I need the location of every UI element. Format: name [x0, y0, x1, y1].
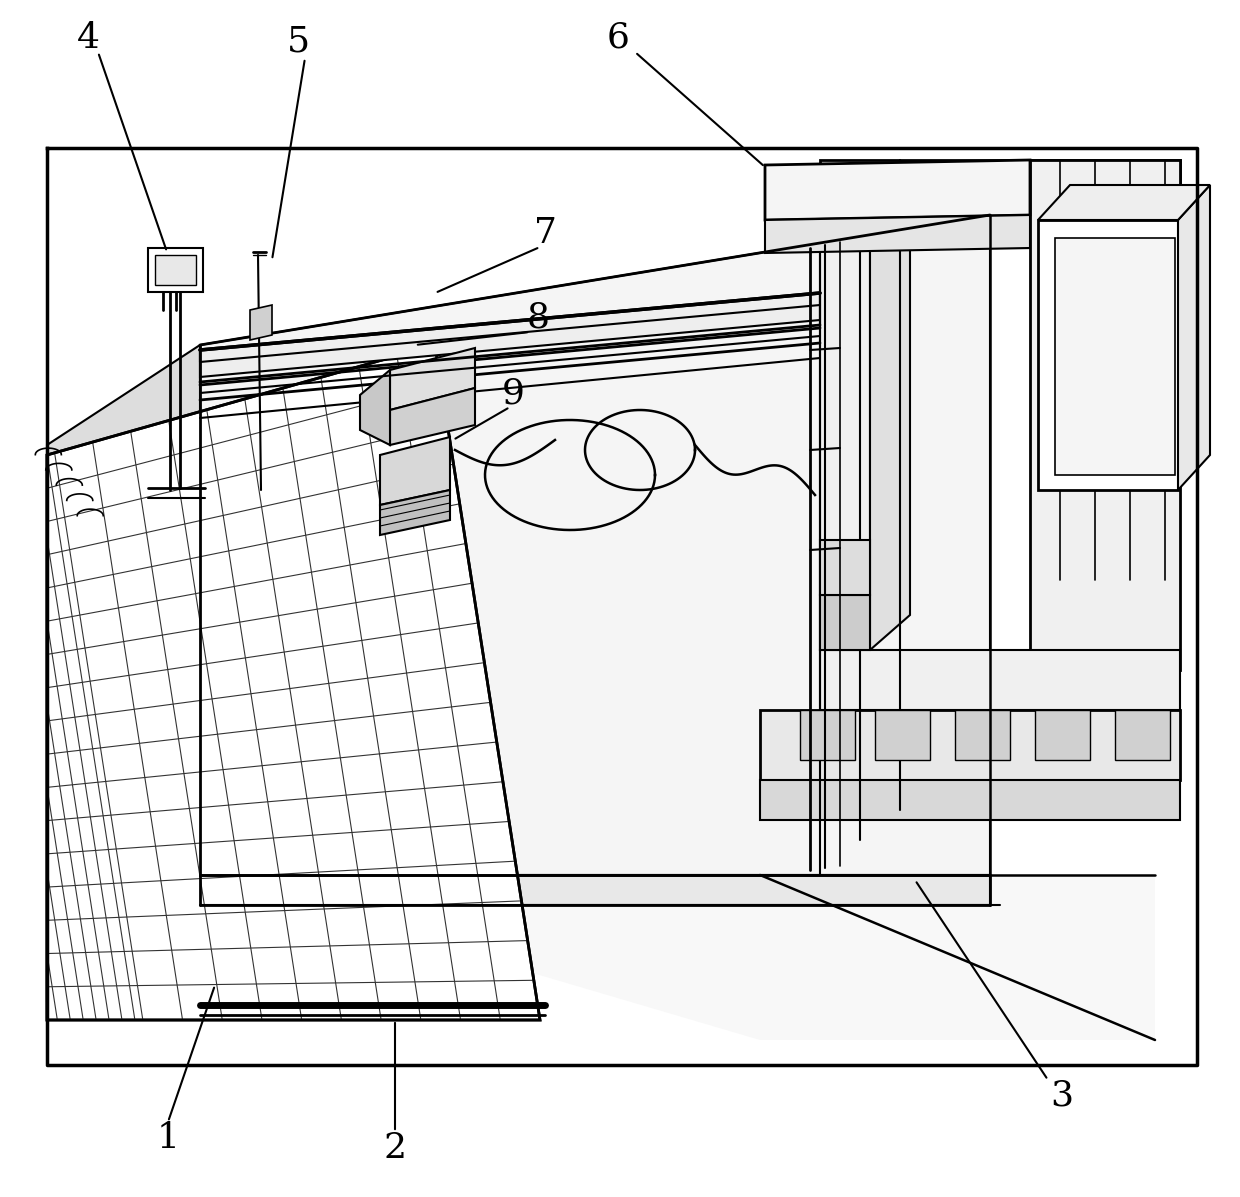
Polygon shape [391, 388, 475, 445]
Text: 9: 9 [501, 376, 525, 411]
Polygon shape [1055, 238, 1176, 475]
Polygon shape [200, 875, 990, 905]
Polygon shape [200, 215, 990, 875]
Polygon shape [760, 780, 1180, 820]
Polygon shape [250, 305, 272, 340]
Polygon shape [200, 875, 1154, 1040]
Text: 4: 4 [77, 22, 99, 55]
Polygon shape [47, 345, 539, 1020]
Polygon shape [870, 175, 910, 650]
Polygon shape [765, 215, 1030, 253]
Polygon shape [148, 248, 203, 292]
Polygon shape [820, 595, 870, 650]
Text: 3: 3 [1050, 1078, 1074, 1112]
Text: 1: 1 [156, 1122, 180, 1155]
Polygon shape [820, 540, 870, 595]
Polygon shape [820, 215, 870, 650]
Polygon shape [1035, 710, 1090, 760]
Polygon shape [820, 215, 1180, 248]
Polygon shape [47, 875, 200, 999]
Polygon shape [155, 255, 196, 285]
Polygon shape [200, 293, 820, 377]
Polygon shape [47, 345, 200, 970]
Text: 2: 2 [383, 1131, 407, 1165]
Text: 7: 7 [533, 215, 557, 250]
Polygon shape [1178, 186, 1210, 490]
Polygon shape [765, 160, 1030, 220]
Polygon shape [820, 650, 1180, 710]
Polygon shape [760, 710, 1180, 780]
Text: 6: 6 [606, 22, 630, 55]
Polygon shape [391, 348, 475, 411]
Polygon shape [800, 710, 856, 760]
Text: 8: 8 [527, 300, 549, 335]
Polygon shape [1038, 220, 1178, 490]
Polygon shape [360, 370, 391, 445]
Polygon shape [875, 710, 930, 760]
Polygon shape [820, 160, 1180, 215]
Text: 5: 5 [286, 25, 310, 59]
Polygon shape [379, 490, 450, 535]
Polygon shape [379, 437, 450, 505]
Polygon shape [1030, 160, 1180, 670]
Polygon shape [955, 710, 1011, 760]
Polygon shape [1115, 710, 1171, 760]
Polygon shape [1038, 186, 1210, 220]
